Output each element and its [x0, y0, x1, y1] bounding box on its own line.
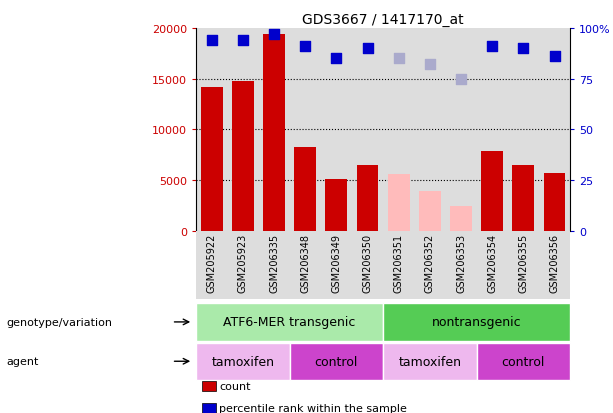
Bar — [481, 151, 503, 231]
Bar — [544, 173, 565, 231]
Text: tamoxifen: tamoxifen — [211, 355, 275, 368]
Bar — [419, 192, 441, 231]
Text: GSM206356: GSM206356 — [549, 233, 560, 292]
Bar — [294, 147, 316, 231]
Point — [332, 56, 341, 62]
Point — [300, 44, 310, 50]
Bar — [352, 29, 383, 231]
Text: GSM206350: GSM206350 — [362, 233, 373, 292]
Text: GSM206353: GSM206353 — [456, 233, 466, 292]
Title: GDS3667 / 1417170_at: GDS3667 / 1417170_at — [302, 12, 464, 26]
Point — [487, 44, 497, 50]
Bar — [232, 81, 254, 231]
Text: GSM205923: GSM205923 — [238, 233, 248, 292]
Text: GSM206335: GSM206335 — [269, 233, 279, 292]
Point — [456, 76, 466, 83]
Text: percentile rank within the sample: percentile rank within the sample — [219, 404, 407, 413]
Text: GSM206352: GSM206352 — [425, 233, 435, 292]
Bar — [321, 231, 352, 299]
Bar — [326, 180, 348, 231]
Bar — [414, 29, 446, 231]
Text: GSM206351: GSM206351 — [394, 233, 404, 292]
Bar — [383, 29, 414, 231]
Bar — [196, 231, 227, 299]
Text: GSM206355: GSM206355 — [519, 233, 528, 292]
Bar — [383, 304, 570, 341]
Text: control: control — [314, 355, 358, 368]
Point — [550, 54, 560, 61]
Bar — [508, 29, 539, 231]
Bar — [290, 343, 383, 380]
Bar — [383, 231, 414, 299]
Point — [394, 56, 403, 62]
Bar — [477, 343, 570, 380]
Bar — [539, 29, 570, 231]
Bar — [201, 88, 223, 231]
Bar — [321, 29, 352, 231]
Text: count: count — [219, 381, 251, 391]
Bar — [414, 231, 446, 299]
Bar — [477, 231, 508, 299]
Bar — [196, 29, 227, 231]
Bar — [259, 29, 290, 231]
Bar — [450, 207, 472, 231]
Point — [238, 38, 248, 44]
Text: tamoxifen: tamoxifen — [398, 355, 462, 368]
Bar — [227, 231, 259, 299]
Text: ATF6-MER transgenic: ATF6-MER transgenic — [224, 316, 356, 329]
Bar — [227, 29, 259, 231]
Text: GSM206354: GSM206354 — [487, 233, 497, 292]
Bar — [202, 381, 216, 391]
Text: genotype/variation: genotype/variation — [6, 317, 112, 327]
Bar — [202, 404, 216, 413]
Bar — [263, 35, 285, 231]
Bar — [446, 29, 477, 231]
Text: nontransgenic: nontransgenic — [432, 316, 522, 329]
Point — [363, 46, 373, 52]
Text: control: control — [501, 355, 545, 368]
Bar — [259, 231, 290, 299]
Bar — [352, 231, 383, 299]
Bar — [290, 29, 321, 231]
Bar — [290, 231, 321, 299]
Bar — [196, 343, 290, 380]
Bar — [383, 343, 477, 380]
Point — [269, 32, 279, 38]
Text: GSM206349: GSM206349 — [332, 233, 341, 292]
Text: GSM205922: GSM205922 — [207, 233, 217, 292]
Bar — [446, 231, 477, 299]
Bar — [196, 304, 383, 341]
Bar — [388, 175, 409, 231]
Point — [425, 62, 435, 69]
Bar — [512, 166, 535, 231]
Bar — [508, 231, 539, 299]
Bar — [477, 29, 508, 231]
Bar — [539, 231, 570, 299]
Text: GSM206348: GSM206348 — [300, 233, 310, 292]
Point — [207, 38, 216, 44]
Text: agent: agent — [6, 356, 39, 366]
Bar — [357, 166, 378, 231]
Point — [519, 46, 528, 52]
